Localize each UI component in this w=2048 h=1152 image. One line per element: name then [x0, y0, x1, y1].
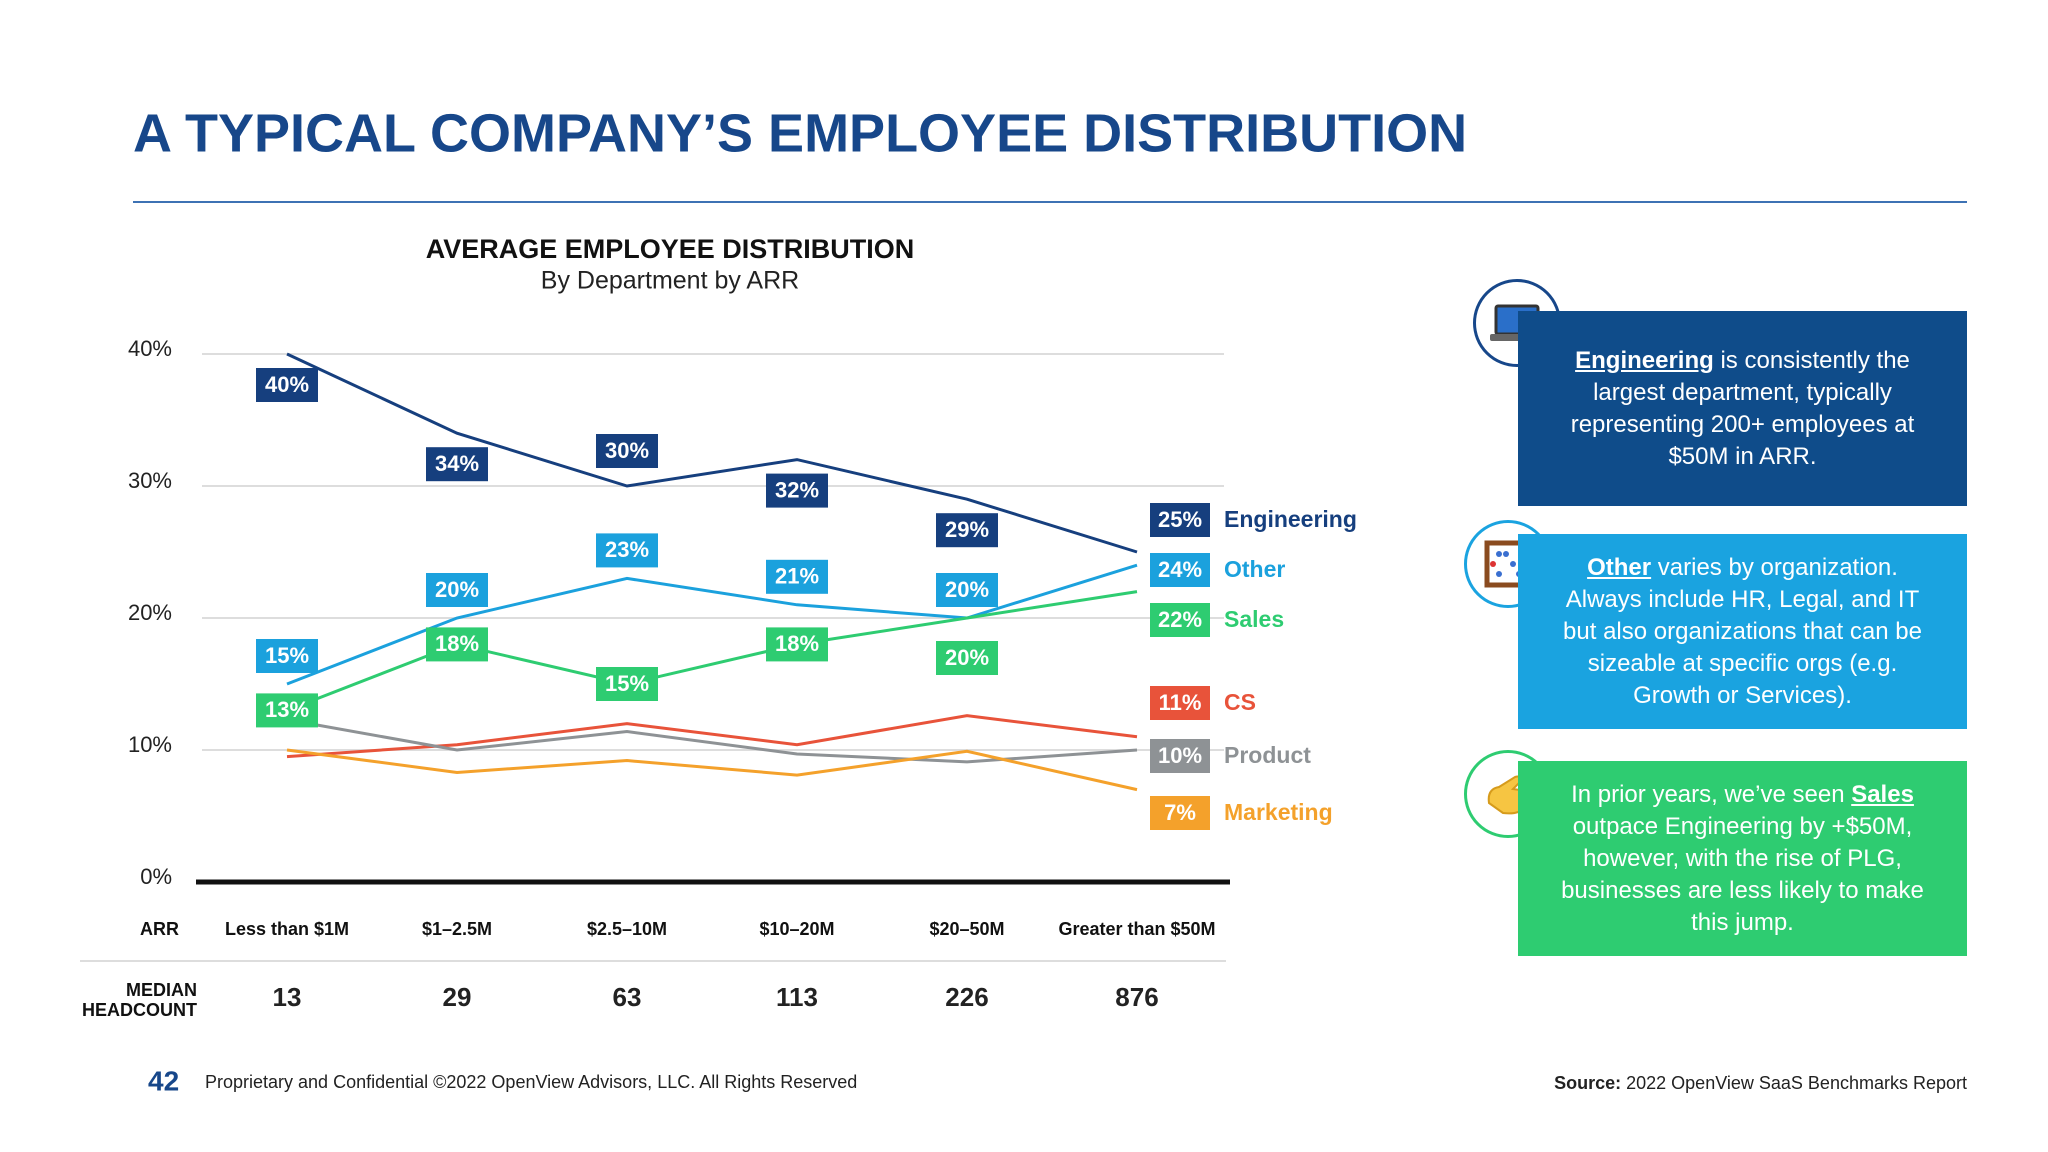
value-label-box — [1150, 796, 1210, 830]
x-tick-label: Less than $1M — [225, 919, 349, 939]
value-label: 40% — [265, 372, 309, 397]
chart-subtitle: By Department by ARR — [541, 267, 799, 295]
headcount-value: 13 — [273, 982, 302, 1012]
slide-title: A TYPICAL COMPANY’S EMPLOYEE DISTRIBUTIO… — [133, 103, 1467, 163]
callout-text-part: outpace Engineering by +$50M, however, w… — [1561, 812, 1924, 936]
series-line — [286, 714, 1138, 759]
callout-emphasis: Other — [1587, 553, 1652, 581]
value-label: 29% — [945, 517, 989, 542]
x-tick-label: $20–50M — [929, 919, 1004, 939]
value-label-box — [1150, 503, 1210, 537]
value-label: 30% — [605, 438, 649, 463]
footer-note: Proprietary and Confidential ©2022 OpenV… — [205, 1072, 857, 1092]
series-line — [286, 718, 1138, 764]
value-label: 20% — [945, 645, 989, 670]
value-label-box — [766, 559, 828, 594]
callout-text-part: varies by organization. Always include H… — [1563, 553, 1922, 709]
headcount-value: 113 — [776, 982, 818, 1012]
x-tick-label: $2.5–10M — [587, 919, 667, 939]
value-label: 10% — [1158, 743, 1202, 768]
value-label: 18% — [775, 631, 819, 656]
value-label: 21% — [775, 564, 819, 589]
source-text: 2022 OpenView SaaS Benchmarks Report — [1626, 1073, 1967, 1093]
headcount-value: 63 — [613, 982, 642, 1012]
legend-label: Engineering — [1224, 506, 1357, 532]
callout-text: Engineering is consistently the largest … — [1560, 345, 1925, 473]
value-label: 24% — [1158, 557, 1202, 582]
callout-text: Other varies by organization. Always inc… — [1560, 552, 1925, 712]
value-label: 15% — [605, 671, 649, 696]
value-label-box — [256, 693, 318, 728]
source-label: Source: — [1554, 1073, 1621, 1093]
legend-label: Marketing — [1224, 799, 1333, 825]
value-label-box — [426, 573, 488, 607]
series-line — [286, 352, 1138, 554]
value-label: 13% — [265, 697, 309, 722]
headcount-value: 226 — [945, 982, 988, 1012]
y-tick-label: 10% — [128, 732, 172, 757]
value-label-box — [1150, 686, 1210, 720]
value-label-box — [936, 513, 998, 548]
value-label: 23% — [605, 537, 649, 562]
callout-box: Other varies by organization. Always inc… — [1518, 534, 1967, 729]
value-label: 18% — [435, 631, 479, 656]
callout-text-part: In prior years, we’ve seen — [1571, 780, 1852, 808]
y-tick-label: 30% — [128, 468, 172, 493]
headcount-label: HEADCOUNT — [82, 1000, 197, 1020]
value-label-box — [1150, 553, 1210, 587]
value-label-box — [766, 627, 828, 662]
value-label: 32% — [775, 477, 819, 502]
value-label: 20% — [435, 577, 479, 602]
value-label-box — [426, 447, 488, 482]
y-tick-label: 20% — [128, 600, 172, 625]
value-label: 34% — [435, 451, 479, 476]
series-line — [286, 590, 1138, 712]
legend-label: CS — [1224, 689, 1256, 715]
x-tick-label: $10–20M — [759, 919, 834, 939]
x-tick-label: $1–2.5M — [422, 919, 492, 939]
y-tick-label: 40% — [128, 336, 172, 361]
page-number: 42 — [148, 1065, 179, 1096]
value-label-box — [936, 573, 998, 607]
value-label: 25% — [1158, 507, 1202, 532]
legend-label: Other — [1224, 556, 1285, 582]
series-line — [286, 563, 1138, 686]
value-label-box — [1150, 739, 1210, 773]
callout-box: In prior years, we’ve seen Sales outpace… — [1518, 761, 1967, 956]
callout-emphasis: Engineering — [1575, 346, 1714, 374]
y-tick-label: 0% — [140, 864, 172, 889]
legend-label: Sales — [1224, 606, 1284, 632]
headcount-label: MEDIAN — [126, 980, 197, 1000]
value-label-box — [1150, 603, 1210, 637]
value-label: 7% — [1164, 800, 1196, 825]
value-label-box — [256, 639, 318, 673]
callout-emphasis: Sales — [1851, 780, 1914, 808]
value-label-box — [596, 533, 658, 568]
callout-text: In prior years, we’ve seen Sales outpace… — [1560, 779, 1925, 939]
callout-text-part: is consistently the largest department, … — [1570, 346, 1915, 470]
chart-title: AVERAGE EMPLOYEE DISTRIBUTION — [426, 234, 915, 264]
value-label: 22% — [1158, 607, 1202, 632]
value-label: 11% — [1159, 690, 1202, 715]
value-label: 15% — [265, 643, 309, 668]
value-label: 20% — [945, 577, 989, 602]
value-label-box — [936, 641, 998, 675]
legend-label: Product — [1224, 742, 1311, 768]
source: Source: 2022 OpenView SaaS Benchmarks Re… — [1554, 1073, 1967, 1093]
value-label-box — [766, 473, 828, 508]
value-label-box — [256, 368, 318, 402]
x-tick-label: Greater than $50M — [1058, 919, 1215, 939]
series-line — [286, 748, 1138, 792]
value-label-box — [426, 627, 488, 662]
headcount-value: 29 — [443, 982, 472, 1012]
value-label-box — [596, 434, 658, 468]
value-label-box — [596, 667, 658, 701]
headcount-value: 876 — [1115, 982, 1158, 1012]
arr-label: ARR — [140, 919, 179, 939]
callout-box: Engineering is consistently the largest … — [1518, 311, 1967, 506]
